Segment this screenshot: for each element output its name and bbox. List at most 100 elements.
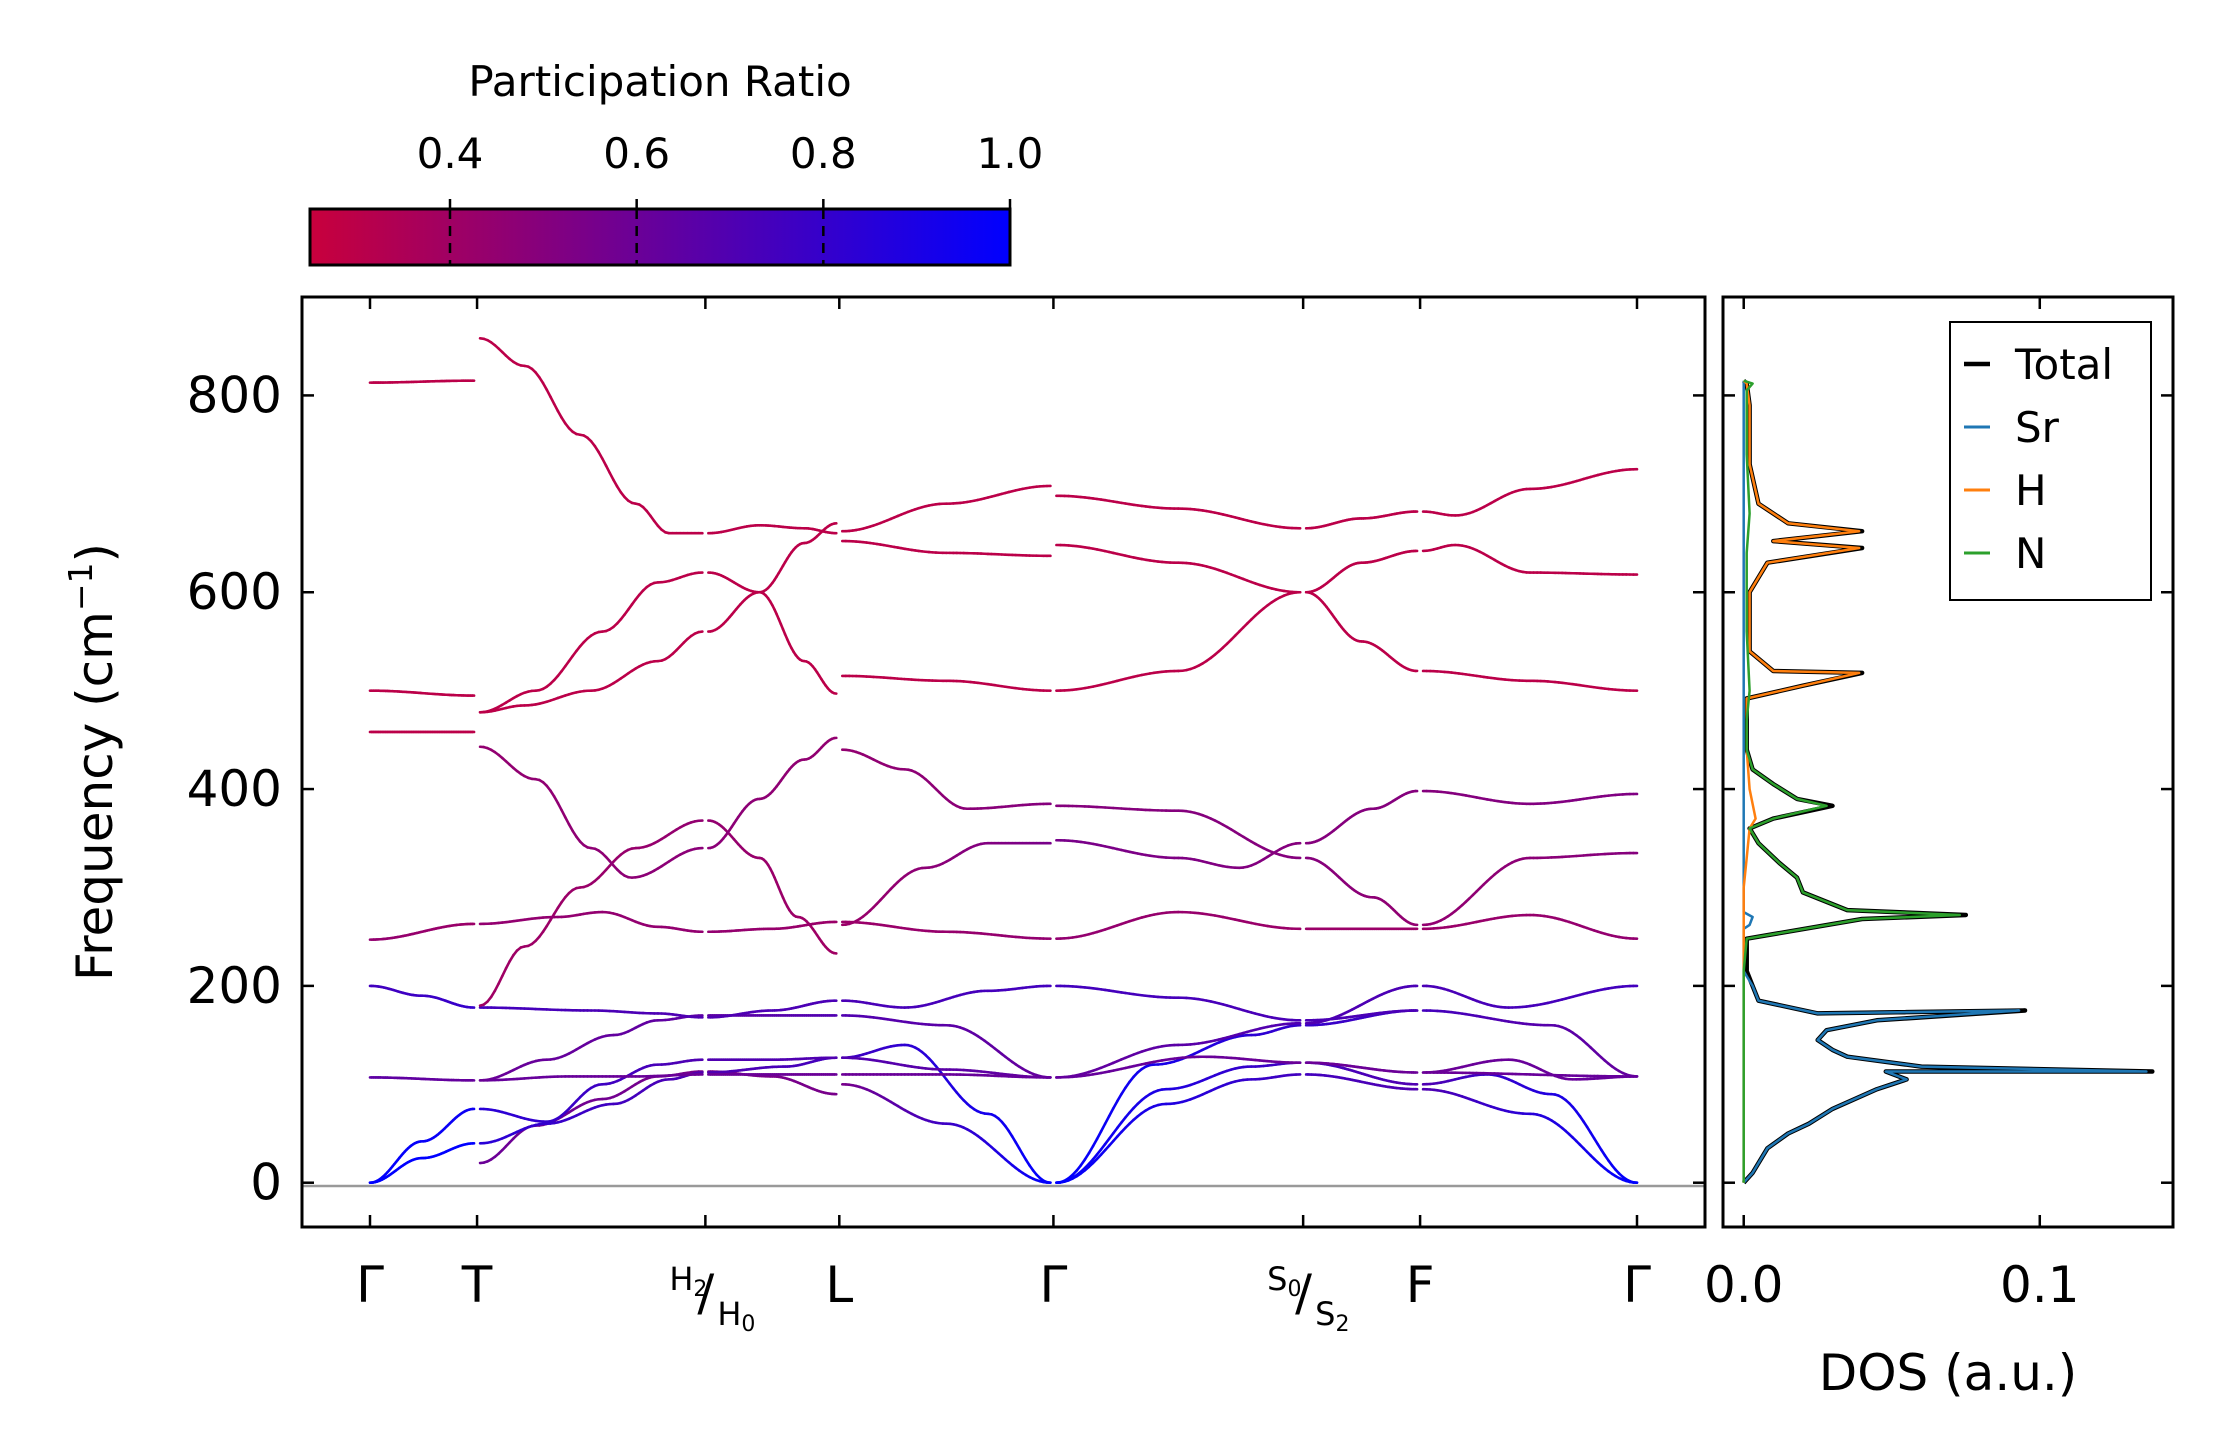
y-tick-label: 200 [187,957,282,1015]
band-line [1304,856,1419,927]
band-line [1304,789,1419,845]
band-line [368,1076,476,1082]
band-line [1421,851,1639,927]
kpoint-label: H2/H0 [669,1260,755,1337]
band-line-segment [556,801,563,812]
band-line [707,571,838,695]
band-line [1421,789,1639,806]
kpoint-label: T [461,1256,493,1314]
kpoint-label: L [825,1256,853,1314]
colorbar-tick-label: 0.8 [790,129,857,178]
band-line-segment [1111,1099,1119,1110]
kpoint-label-slash: / [1295,1264,1312,1322]
band-line [1055,494,1302,530]
band-axis-ticks [302,297,1705,1227]
band-line [478,1073,704,1082]
band-line-segment [1116,1092,1123,1103]
band-line [1055,838,1302,870]
band-line [478,571,704,714]
band-line [1055,590,1302,692]
band-line [478,745,704,879]
kpoint-label-lower: S2 [1315,1295,1349,1337]
band-line [840,674,1052,692]
y-tick-label: 600 [187,563,282,621]
dos-legend: Total Sr HN [1949,321,2152,601]
band-line [368,689,476,697]
dos-tick-labels: 0.0 0.1 [1704,1256,2080,1314]
band-line [1304,1061,1419,1074]
band-line [840,484,1052,533]
y-tick-label: 800 [187,366,282,424]
kpoint-labels: Γ T H2/H0L Γ S0/S2F Γ [356,1256,1651,1337]
band-line [1055,1023,1302,1185]
band-line [1055,1021,1302,1079]
band-line-segment [697,630,704,634]
band-line [707,819,838,955]
dos-series-h [1742,379,1861,1183]
legend-label: N [2015,529,2046,578]
frequency-axis-title: Frequency (cm−1) [61,543,124,981]
band-line-segment [497,974,504,985]
band-line [478,910,704,934]
band-line-segment [552,402,560,413]
colorbar-tick-label: 0.4 [417,129,484,178]
band-line [1055,984,1302,1022]
band-line [1421,543,1639,576]
band-line [1055,804,1302,860]
band-line [840,841,1052,927]
band-line-segment [608,471,615,482]
band-line-segment [549,395,556,406]
colorbar: Participation Ratio 0.4 0.6 0.8 1.0 [308,57,1044,267]
frequency-tick-labels: 0 200 400 600 800 [187,366,282,1211]
kpoint-label: S0/S2 [1267,1260,1349,1337]
dos-curves [1742,379,2155,1185]
band-line [840,1073,1052,1079]
dos-panel: 0.0 0.1 DOS (a.u.) Total Sr HN [1704,295,2175,1402]
band-line-segment [493,982,500,993]
band-line [478,337,704,535]
band-line [840,1014,1052,1079]
band-plot-area [302,297,1705,1227]
band-line [1304,590,1419,673]
colorbar-gradient [308,207,1012,267]
band-line [840,984,1052,1009]
band-line [1421,1087,1639,1185]
dos-plot-frame [1721,295,2175,1229]
band-line [1421,669,1639,692]
band-line [1055,1061,1302,1185]
band-line-segment [1099,1122,1107,1133]
band-line-segment [504,959,512,970]
y-tick-label: 400 [187,760,282,818]
band-line [707,999,838,1019]
band-line [1304,1009,1419,1022]
kpoint-label: Γ [1623,1256,1651,1314]
kpoint-label: F [1406,1256,1435,1314]
band-line [707,524,838,535]
kpoint-label-upper: H2 [669,1260,707,1302]
kpoint-label-slash: / [697,1264,714,1322]
dos-x-tick-label: 0.1 [2000,1256,2080,1314]
band-line [840,539,1052,558]
kpoint-label: Γ [1039,1256,1067,1314]
band-line [1304,984,1419,1025]
band-line [840,1083,1052,1185]
band-line [1421,1071,1639,1078]
dos-axis-ticks [1723,297,2173,1227]
colorbar-tick-labels: 0.4 0.6 0.8 1.0 [417,129,1044,178]
band-line [1304,549,1419,594]
band-line [1421,1009,1639,1078]
legend-label: Sr [2015,403,2060,452]
band-line [840,748,1052,811]
band-line-segment [560,808,567,819]
band-line-segment [1103,1114,1111,1125]
band-line [368,379,476,384]
band-line-segment [1107,1107,1115,1118]
band-plot-frame [300,295,1707,1229]
band-line-segment [563,815,571,826]
band-line-segment [1045,1180,1052,1185]
legend-label: Total [2014,340,2113,389]
dos-axis-title: DOS (a.u.) [1819,1344,2078,1402]
band-line [1304,510,1419,530]
